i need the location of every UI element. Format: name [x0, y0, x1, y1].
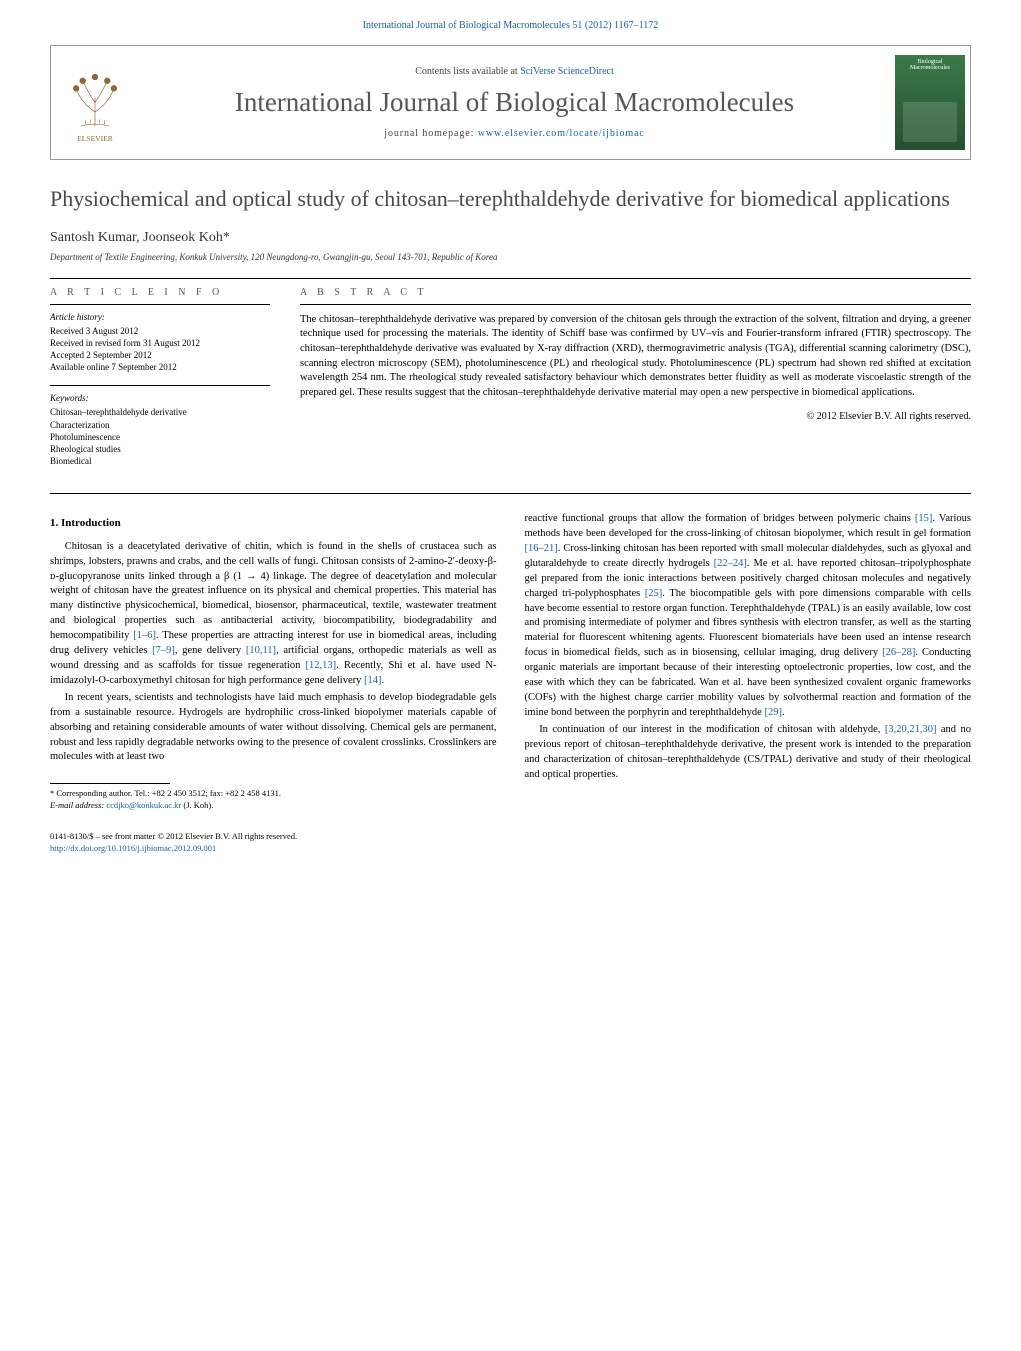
abstract-column: A B S T R A C T The chitosan–terephthald… [300, 287, 971, 480]
p3-a: reactive functional groups that allow th… [525, 513, 915, 524]
ref-14[interactable]: [14] [364, 675, 382, 686]
email-label: E-mail address: [50, 800, 106, 810]
rule-top [50, 278, 971, 279]
rule-kw [50, 385, 270, 386]
affiliation: Department of Textile Engineering, Konku… [50, 252, 971, 262]
footnote-separator [50, 783, 170, 784]
ref-22-24[interactable]: [22–24] [714, 558, 747, 569]
history-received: Received 3 August 2012 [50, 325, 270, 337]
contents-available-line: Contents lists available at SciVerse Sci… [415, 66, 614, 77]
ref-7-9[interactable]: [7–9] [152, 645, 175, 656]
elsevier-label: ELSEVIER [77, 134, 114, 143]
intro-paragraph-1: Chitosan is a deacetylated derivative of… [50, 540, 497, 689]
elsevier-tree-icon: ELSEVIER [60, 60, 130, 145]
history-accepted: Accepted 2 September 2012 [50, 349, 270, 361]
ref-1-6[interactable]: [1–6] [133, 630, 156, 641]
email-suffix: (J. Koh). [181, 800, 213, 810]
ref-3-20-21-30[interactable]: [3,20,21,30] [885, 724, 937, 735]
p1-a: Chitosan is a deacetylated derivative of… [50, 541, 497, 641]
history-online: Available online 7 September 2012 [50, 361, 270, 373]
ref-26-28[interactable]: [26–28] [882, 647, 915, 658]
rule-info [50, 304, 270, 305]
keywords-block: Keywords: Chitosan–terephthaldehyde deri… [50, 392, 270, 467]
doi-link[interactable]: http://dx.doi.org/10.1016/j.ijbiomac.201… [50, 843, 216, 853]
meta-abstract-row: A R T I C L E I N F O Article history: R… [50, 287, 971, 480]
keyword-3: Photoluminescence [50, 431, 270, 443]
keyword-2: Characterization [50, 419, 270, 431]
body-two-columns: 1. Introduction Chitosan is a deacetylat… [50, 512, 971, 811]
history-label: Article history: [50, 311, 270, 323]
intro-paragraph-3: reactive functional groups that allow th… [525, 512, 972, 721]
keyword-4: Rheological studies [50, 443, 270, 455]
p1-c: , gene delivery [175, 645, 246, 656]
homepage-link[interactable]: www.elsevier.com/locate/ijbiomac [478, 128, 645, 139]
sciencedirect-link[interactable]: SciVerse ScienceDirect [520, 66, 614, 77]
ref-16-21[interactable]: [16–21] [525, 543, 558, 554]
article-info-heading: A R T I C L E I N F O [50, 287, 270, 298]
ref-25[interactable]: [25] [645, 588, 663, 599]
cover-text-bottom: Macromolecules [910, 65, 950, 71]
p1-f: . [382, 675, 385, 686]
intro-paragraph-4: In continuation of our interest in the m… [525, 723, 972, 783]
p3-g: . [782, 707, 785, 718]
intro-paragraph-2: In recent years, scientists and technolo… [50, 691, 497, 766]
header-center: Contents lists available at SciVerse Sci… [139, 46, 890, 159]
ref-10-11[interactable]: [10,11] [246, 645, 276, 656]
ref-12-13[interactable]: [12,13] [306, 660, 337, 671]
keywords-label: Keywords: [50, 392, 270, 404]
contents-prefix: Contents lists available at [415, 66, 520, 77]
rule-bottom [50, 493, 971, 494]
page-footer: 0141-8130/$ – see front matter © 2012 El… [50, 831, 971, 854]
keyword-1: Chitosan–terephthaldehyde derivative [50, 406, 270, 418]
journal-title: International Journal of Biological Macr… [235, 87, 794, 118]
abstract-text: The chitosan–terephthaldehyde derivative… [300, 313, 971, 401]
corr-phone-fax: * Corresponding author. Tel.: +82 2 450 … [50, 788, 497, 799]
corresponding-mark: * [223, 230, 230, 245]
rule-abs [300, 304, 971, 305]
journal-cover-thumbnail: Biological Macromolecules [890, 46, 970, 159]
article-history-block: Article history: Received 3 August 2012 … [50, 311, 270, 374]
ref-15[interactable]: [15] [915, 513, 933, 524]
journal-header-box: ELSEVIER Contents lists available at Sci… [50, 45, 971, 160]
p4-a: In continuation of our interest in the m… [539, 724, 885, 735]
footer-copyright-line: 0141-8130/$ – see front matter © 2012 El… [50, 831, 971, 842]
authors-line: Santosh Kumar, Joonseok Koh* [50, 230, 971, 246]
cover-image: Biological Macromolecules [895, 55, 965, 150]
authors-names: Santosh Kumar, Joonseok Koh [50, 230, 223, 245]
p2: In recent years, scientists and technolo… [50, 692, 497, 763]
article-info-column: A R T I C L E I N F O Article history: R… [50, 287, 270, 480]
abstract-heading: A B S T R A C T [300, 287, 971, 298]
ref-29[interactable]: [29] [764, 707, 782, 718]
elsevier-logo: ELSEVIER [51, 46, 139, 159]
journal-reference: International Journal of Biological Macr… [50, 20, 971, 31]
corresponding-footnote: * Corresponding author. Tel.: +82 2 450 … [50, 788, 497, 811]
abstract-copyright: © 2012 Elsevier B.V. All rights reserved… [300, 411, 971, 422]
corr-email[interactable]: ccdjko@konkuk.ac.kr [106, 800, 181, 810]
section-1-heading: 1. Introduction [50, 516, 497, 532]
paper-title: Physiochemical and optical study of chit… [50, 185, 971, 214]
history-revised: Received in revised form 31 August 2012 [50, 337, 270, 349]
journal-reference-link[interactable]: International Journal of Biological Macr… [363, 20, 659, 31]
keyword-5: Biomedical [50, 455, 270, 467]
journal-homepage-line: journal homepage: www.elsevier.com/locat… [384, 128, 644, 139]
homepage-prefix: journal homepage: [384, 128, 477, 139]
